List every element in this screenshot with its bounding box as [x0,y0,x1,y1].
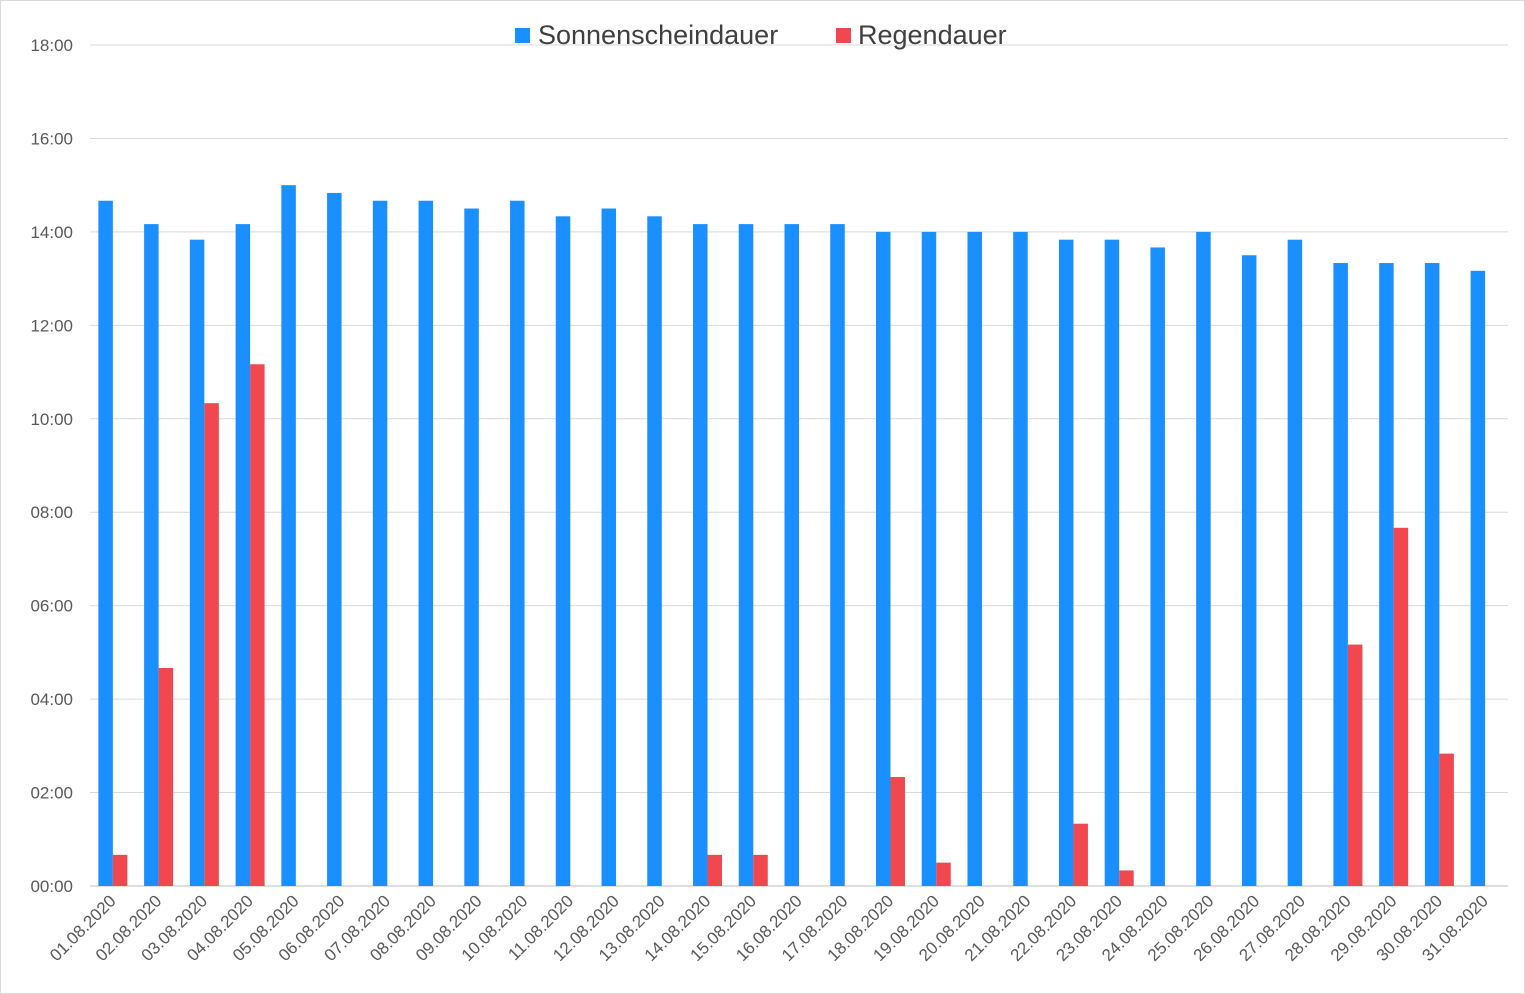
bar-sonnenscheindauer-08.08.2020 [418,200,434,887]
bar-sonnenscheindauer-17.08.2020 [830,224,845,887]
y-tick-label: 10:00 [30,410,73,429]
bar-sonnenscheindauer-04.08.2020 [235,224,251,887]
bar-sonnenscheindauer-27.08.2020 [1287,239,1303,886]
bar-regendauer-03.08.2020 [204,403,219,886]
y-tick-label: 16:00 [30,129,73,148]
bar-sonnenscheindauer-25.08.2020 [1196,231,1211,886]
legend: Sonnenscheindauer Regendauer [515,20,1007,50]
bar-regendauer-19.08.2020 [936,862,951,886]
bar-sonnenscheindauer-24.08.2020 [1150,247,1165,886]
legend-swatch-sonnenscheindauer [515,28,530,43]
bar-sonnenscheindauer-29.08.2020 [1379,263,1394,886]
bar-sonnenscheindauer-23.08.2020 [1104,239,1120,886]
y-tick-label: 14:00 [30,223,73,242]
y-tick-label: 12:00 [30,316,73,335]
bar-sonnenscheindauer-20.08.2020 [967,231,982,886]
bar-regendauer-14.08.2020 [707,854,723,886]
y-tick-label: 18:00 [30,36,73,55]
legend-label-regendauer: Regendauer [858,20,1007,50]
bar-sonnenscheindauer-15.08.2020 [738,224,754,887]
bar-regendauer-28.08.2020 [1347,644,1363,886]
legend-label-sonnenscheindauer: Sonnenscheindauer [538,20,778,50]
bar-regendauer-04.08.2020 [250,364,265,886]
bar-sonnenscheindauer-01.08.2020 [98,200,113,887]
bar-sonnenscheindauer-13.08.2020 [647,216,662,886]
gridlines [90,44,1508,887]
bar-sonnenscheindauer-21.08.2020 [1013,231,1028,886]
bar-sonnenscheindauer-05.08.2020 [281,185,296,887]
bar-regendauer-15.08.2020 [753,854,768,886]
bar-sonnenscheindauer-22.08.2020 [1058,239,1074,886]
bar-sonnenscheindauer-11.08.2020 [555,216,571,886]
bar-sonnenscheindauer-10.08.2020 [510,200,525,887]
bar-sonnenscheindauer-18.08.2020 [875,231,891,886]
y-tick-label: 02:00 [30,784,73,803]
bar-sonnenscheindauer-30.08.2020 [1424,263,1440,886]
legend-swatch-regendauer [836,28,851,43]
bar-sonnenscheindauer-14.08.2020 [693,224,708,887]
y-tick-label: 08:00 [30,503,73,522]
bar-sonnenscheindauer-19.08.2020 [921,231,937,886]
bar-regendauer-01.08.2020 [112,854,128,886]
y-tick-label: 04:00 [30,690,73,709]
bar-sonnenscheindauer-26.08.2020 [1241,255,1257,886]
y-tick-label: 06:00 [30,597,73,616]
y-tick-label: 00:00 [30,877,73,896]
bar-sonnenscheindauer-12.08.2020 [601,208,617,886]
bar-sonnenscheindauer-31.08.2020 [1470,270,1486,886]
bar-regendauer-29.08.2020 [1393,527,1409,886]
bar-sonnenscheindauer-28.08.2020 [1333,263,1348,886]
bar-regendauer-22.08.2020 [1073,823,1088,886]
bars [98,185,1486,887]
bar-sonnenscheindauer-03.08.2020 [189,239,205,886]
bar-sonnenscheindauer-07.08.2020 [372,200,388,887]
bar-regendauer-18.08.2020 [890,776,905,886]
bar-regendauer-23.08.2020 [1119,870,1134,886]
y-axis-tick-labels: 00:00 02:00 04:00 06:00 08:00 10:00 12:00 14:00… [30,36,73,896]
x-axis-tick-labels: 01.08.202002.08.202003.08.202004.08.2020… [46,891,1492,965]
bar-sonnenscheindauer-06.08.2020 [327,192,342,886]
bar-sonnenscheindauer-09.08.2020 [464,208,479,886]
bar-regendauer-02.08.2020 [158,667,174,886]
bar-sonnenscheindauer-16.08.2020 [784,224,799,887]
bar-sonnenscheindauer-02.08.2020 [144,224,159,887]
bar-regendauer-30.08.2020 [1439,753,1454,886]
